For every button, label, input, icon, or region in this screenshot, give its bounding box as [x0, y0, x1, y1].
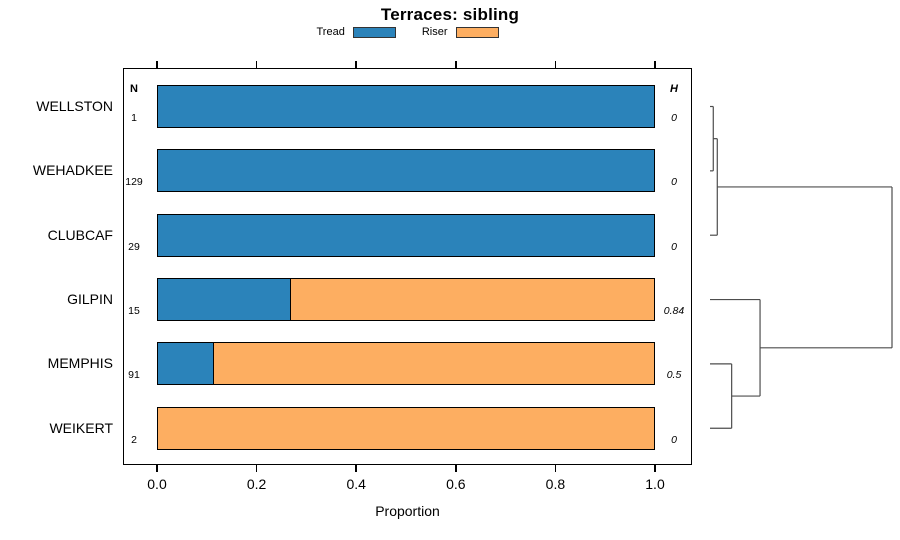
h-value: 0.84 [663, 305, 685, 318]
legend-swatch-riser [455, 26, 499, 38]
stacked-bar [157, 342, 655, 386]
bar-segment-tread [158, 343, 214, 385]
x-tick-label: 0.4 [346, 476, 366, 492]
n-value: 91 [128, 369, 140, 382]
x-tick-label: 0.2 [246, 476, 267, 492]
column-header-h: H [670, 83, 678, 95]
category-label: WELLSTON [36, 98, 113, 114]
bar-segment-tread [158, 214, 654, 256]
bar-segment-riser [158, 407, 654, 449]
n-value: 29 [128, 240, 140, 253]
h-value: 0 [671, 240, 677, 253]
x-tick-bottom [554, 465, 557, 472]
legend-item-tread: Tread [317, 26, 396, 38]
legend-label-riser: Riser [421, 26, 448, 38]
legend-item-riser: Riser [422, 26, 499, 38]
x-tick-top [455, 61, 457, 68]
category-label: CLUBCAF [47, 226, 113, 243]
stacked-bar [157, 406, 655, 450]
bar-segment-riser [291, 279, 654, 321]
category-label: MEMPHIS [47, 355, 113, 372]
bar-segment-tread [158, 86, 654, 127]
stacked-bar [157, 213, 655, 257]
chart-title: Terraces: sibling [380, 5, 520, 24]
bar-segment-riser [213, 343, 654, 385]
x-tick-bottom [255, 465, 258, 472]
stacked-bar [157, 149, 655, 193]
h-value: 0 [671, 433, 677, 446]
x-axis-title: Proportion [375, 503, 440, 519]
n-value: 129 [125, 176, 143, 189]
h-value: 0 [671, 176, 677, 189]
legend: Tread Riser [123, 26, 692, 38]
stacked-bar [157, 278, 655, 322]
x-tick-bottom [156, 465, 158, 472]
x-tick-label: 0.6 [446, 476, 466, 492]
plot-frame [123, 68, 692, 465]
legend-label-tread: Tread [316, 26, 345, 38]
x-tick-top [355, 61, 357, 68]
x-tick-bottom [654, 465, 656, 472]
x-tick-bottom [355, 465, 357, 472]
n-value: 15 [128, 305, 140, 318]
x-tick-top [654, 61, 656, 68]
x-tick-label: 0.0 [147, 476, 167, 492]
category-label: WEHADKEE [32, 162, 113, 179]
x-tick-bottom [455, 465, 457, 472]
x-tick-top [255, 61, 258, 68]
category-label: WEIKERT [49, 419, 113, 436]
x-tick-label: 1.0 [645, 476, 665, 492]
bar-segment-tread [158, 279, 292, 321]
h-value: 0 [671, 112, 677, 124]
legend-swatch-tread [352, 26, 396, 38]
h-value: 0.5 [666, 369, 682, 382]
n-value: 2 [131, 433, 137, 446]
x-tick-top [554, 61, 557, 68]
x-tick-top [156, 61, 158, 68]
stacked-bar [157, 85, 655, 128]
column-header-n: N [130, 83, 138, 95]
bar-segment-tread [158, 150, 654, 192]
category-label: GILPIN [67, 291, 113, 308]
n-value: 1 [131, 112, 137, 124]
x-tick-label: 0.8 [545, 476, 566, 492]
